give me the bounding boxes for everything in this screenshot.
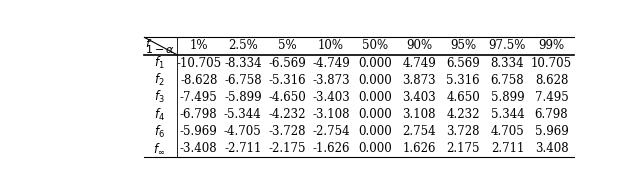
Text: 97.5%: 97.5%: [489, 40, 526, 52]
Text: $f_2$: $f_2$: [154, 72, 164, 88]
Text: 3.108: 3.108: [403, 108, 436, 121]
Text: -4.232: -4.232: [268, 108, 306, 121]
Text: 2.711: 2.711: [491, 142, 524, 155]
Text: -2.754: -2.754: [312, 125, 350, 138]
Text: 3.403: 3.403: [403, 91, 436, 104]
Text: 5.969: 5.969: [534, 125, 568, 138]
Text: -4.705: -4.705: [224, 125, 262, 138]
Text: -4.650: -4.650: [268, 91, 306, 104]
Text: 4.650: 4.650: [447, 91, 480, 104]
Text: 0.000: 0.000: [358, 108, 392, 121]
Text: -5.969: -5.969: [180, 125, 218, 138]
Text: -1.626: -1.626: [312, 142, 350, 155]
Text: -3.408: -3.408: [180, 142, 218, 155]
Text: 1.626: 1.626: [403, 142, 436, 155]
Text: $f_\infty$: $f_\infty$: [153, 142, 165, 156]
Text: -5.899: -5.899: [224, 91, 262, 104]
Text: -8.628: -8.628: [180, 74, 218, 87]
Text: -3.108: -3.108: [312, 108, 350, 121]
Text: -7.495: -7.495: [180, 91, 218, 104]
Text: -10.705: -10.705: [176, 57, 221, 70]
Text: 3.408: 3.408: [534, 142, 568, 155]
Text: 5.316: 5.316: [447, 74, 480, 87]
Text: 50%: 50%: [362, 40, 388, 52]
Text: 3.728: 3.728: [447, 125, 480, 138]
Text: 2.175: 2.175: [447, 142, 480, 155]
Text: 8.628: 8.628: [535, 74, 568, 87]
Text: -4.749: -4.749: [312, 57, 350, 70]
Text: $f_6$: $f_6$: [154, 124, 164, 140]
Text: 0.000: 0.000: [358, 142, 392, 155]
Text: 4.705: 4.705: [490, 125, 524, 138]
Text: -3.403: -3.403: [312, 91, 350, 104]
Text: 5%: 5%: [278, 40, 296, 52]
Text: $f_1$: $f_1$: [154, 55, 164, 71]
Text: -5.316: -5.316: [268, 74, 306, 87]
Text: 0.000: 0.000: [358, 74, 392, 87]
Text: 5.344: 5.344: [490, 108, 524, 121]
Text: 90%: 90%: [406, 40, 432, 52]
Text: 4.232: 4.232: [447, 108, 480, 121]
Text: 6.758: 6.758: [491, 74, 524, 87]
Text: 5.899: 5.899: [491, 91, 524, 104]
Text: 10.705: 10.705: [531, 57, 572, 70]
Text: 10%: 10%: [318, 40, 344, 52]
Text: -8.334: -8.334: [224, 57, 262, 70]
Text: -3.728: -3.728: [268, 125, 306, 138]
Text: 0.000: 0.000: [358, 125, 392, 138]
Text: $f_4$: $f_4$: [154, 107, 164, 123]
Text: -6.798: -6.798: [180, 108, 218, 121]
Text: 4.749: 4.749: [403, 57, 436, 70]
Text: 2.754: 2.754: [403, 125, 436, 138]
Text: -5.344: -5.344: [224, 108, 262, 121]
Text: $f$: $f$: [145, 37, 153, 49]
Text: 1%: 1%: [189, 40, 208, 52]
Text: 95%: 95%: [450, 40, 476, 52]
Text: $1 - \alpha$: $1 - \alpha$: [145, 43, 175, 55]
Text: 0.000: 0.000: [358, 91, 392, 104]
Text: 6.798: 6.798: [534, 108, 568, 121]
Text: 8.334: 8.334: [491, 57, 524, 70]
Text: -2.175: -2.175: [268, 142, 306, 155]
Text: 6.569: 6.569: [447, 57, 480, 70]
Text: -3.873: -3.873: [312, 74, 350, 87]
Text: $f_3$: $f_3$: [154, 89, 164, 105]
Text: 7.495: 7.495: [534, 91, 568, 104]
Text: -6.569: -6.569: [268, 57, 306, 70]
Text: 2.5%: 2.5%: [228, 40, 258, 52]
Text: -6.758: -6.758: [224, 74, 262, 87]
Text: 3.873: 3.873: [403, 74, 436, 87]
Text: 0.000: 0.000: [358, 57, 392, 70]
Text: -2.711: -2.711: [224, 142, 262, 155]
Text: 99%: 99%: [538, 40, 564, 52]
